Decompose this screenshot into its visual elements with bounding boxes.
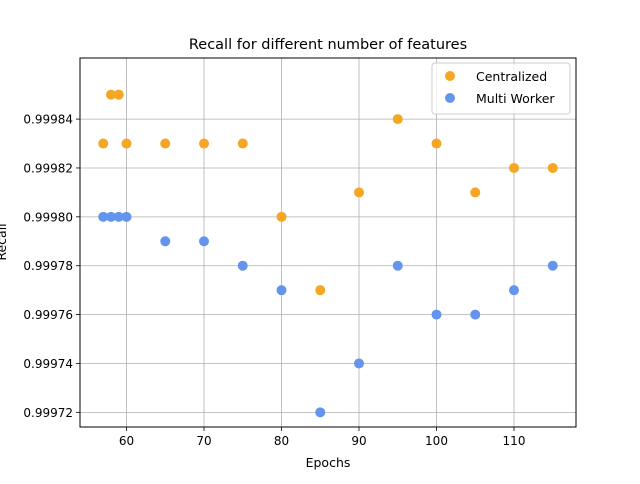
data-point-centralized [392, 114, 403, 125]
x-tick-label: 90 [351, 434, 366, 448]
legend-marker-centralized [445, 71, 455, 81]
data-point-multi-worker [121, 211, 132, 222]
legend: Centralized Multi Worker [431, 62, 571, 115]
y-tick-label: 0.99978 [23, 259, 73, 273]
data-point-centralized [276, 211, 287, 222]
data-point-multi-worker [113, 211, 124, 222]
data-point-centralized [237, 138, 248, 149]
data-point-centralized [160, 138, 171, 149]
axis-ticks: 60 70 80 90 100 110 0.99972 0.99974 0.99976 0.999… [23, 113, 525, 448]
y-tick-label: 0.99972 [23, 406, 73, 420]
data-point-centralized [315, 285, 326, 296]
data-point-multi-worker [392, 260, 403, 271]
data-point-centralized [431, 138, 442, 149]
y-tick-label: 0.99980 [23, 210, 73, 224]
data-point-multi-worker [547, 260, 558, 271]
data-point-multi-worker [106, 211, 116, 222]
data-point-centralized [98, 138, 109, 149]
data-point-centralized [113, 89, 124, 100]
y-tick-label: 0.99976 [23, 308, 73, 322]
y-tick-label: 0.99984 [23, 113, 73, 127]
y-tick-label: 0.99974 [23, 357, 73, 371]
data-point-multi-worker [276, 285, 287, 296]
data-point-multi-worker [160, 236, 171, 247]
data-point-centralized [470, 187, 481, 198]
data-point-centralized [106, 89, 116, 100]
data-point-centralized [509, 162, 519, 173]
legend-label-centralized: Centralized [476, 69, 547, 84]
x-axis-label: Epochs [306, 455, 351, 470]
data-point-multi-worker [470, 309, 481, 320]
y-axis-label: Recall [0, 223, 9, 260]
legend-box [431, 62, 571, 115]
data-point-multi-worker [509, 285, 519, 296]
data-points [98, 89, 558, 418]
x-tick-label: 60 [119, 434, 134, 448]
data-point-multi-worker [237, 260, 248, 271]
data-point-multi-worker [199, 236, 209, 247]
x-tick-label: 110 [503, 434, 526, 448]
x-tick-label: 80 [274, 434, 289, 448]
chart-title: Recall for different number of features [189, 37, 467, 53]
data-point-multi-worker [98, 211, 109, 222]
data-point-centralized [121, 138, 132, 149]
legend-marker-multi-worker [445, 93, 455, 103]
data-point-centralized [547, 162, 558, 173]
data-point-centralized [199, 138, 209, 149]
y-tick-label: 0.99982 [23, 161, 73, 175]
data-point-centralized [354, 187, 364, 198]
plot-frame [79, 57, 577, 428]
data-point-multi-worker [315, 407, 326, 418]
x-tick-label: 70 [196, 434, 211, 448]
legend-label-multi-worker: Multi Worker [476, 91, 555, 106]
data-point-multi-worker [354, 358, 364, 369]
data-point-multi-worker [431, 309, 442, 320]
x-tick-label: 100 [425, 434, 448, 448]
